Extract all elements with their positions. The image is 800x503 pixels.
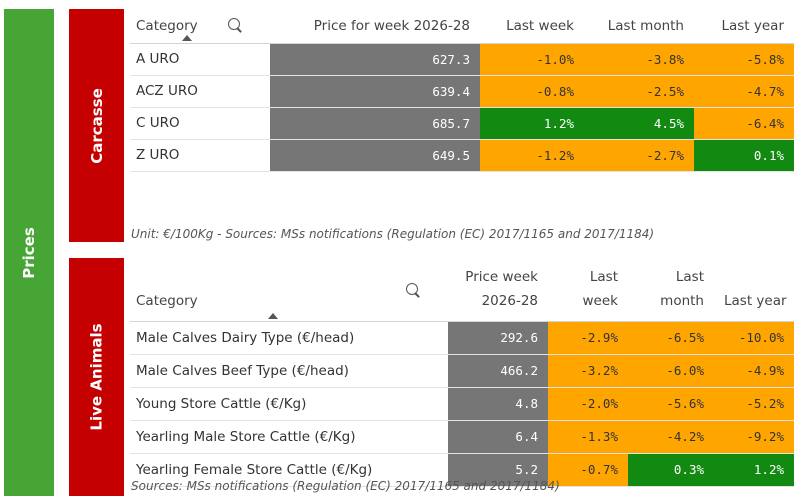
- category-column-header[interactable]: Category: [130, 258, 448, 322]
- category-cell: Young Store Cattle (€/Kg): [130, 387, 448, 421]
- table-row[interactable]: ACZ URO 639.4 -0.8% -2.5% -4.7%: [130, 75, 794, 108]
- last-year-cell: 0.1%: [694, 139, 794, 172]
- table-row[interactable]: A URO 627.3 -1.0% -3.8% -5.8%: [130, 43, 794, 76]
- category-column-header[interactable]: Category: [130, 9, 270, 44]
- search-icon[interactable]: [228, 18, 240, 30]
- category-cell: ACZ URO: [130, 75, 270, 108]
- last-year-header-label: Last year: [724, 292, 787, 309]
- last-week-cell: -1.3%: [548, 420, 628, 454]
- category-cell: Male Calves Beef Type (€/head): [130, 354, 448, 388]
- price-header-line-1: Price week: [465, 269, 538, 286]
- last-month-cell: -4.2%: [628, 420, 714, 454]
- table-row[interactable]: Z URO 649.5 -1.2% -2.7% 0.1%: [130, 139, 794, 172]
- live-animals-section-label: Live Animals: [69, 258, 124, 496]
- last-month-cell: -5.6%: [628, 387, 714, 421]
- carcasse-section-label: Carcasse: [69, 9, 124, 242]
- category-cell: Z URO: [130, 139, 270, 172]
- live-animals-price-table: Category Price week 2026-28 Last week La…: [130, 258, 794, 487]
- last-week-cell: -0.8%: [480, 75, 584, 108]
- price-cell: 4.8: [448, 387, 548, 421]
- category-cell: C URO: [130, 107, 270, 140]
- last-year-cell: -5.8%: [694, 43, 794, 76]
- price-cell: 5.2: [448, 453, 548, 487]
- last-year-cell: 1.2%: [714, 453, 794, 487]
- last-week-cell: -3.2%: [548, 354, 628, 388]
- last-year-cell: -10.0%: [714, 321, 794, 355]
- last-month-column-header[interactable]: Last month: [584, 9, 694, 44]
- last-month-header-line-1: Last: [675, 269, 704, 286]
- price-cell: 685.7: [270, 107, 480, 140]
- carcasse-footnote: Unit: €/100Kg - Sources: MSs notificatio…: [131, 227, 655, 241]
- last-year-cell: -6.4%: [694, 107, 794, 140]
- last-week-cell: -0.7%: [548, 453, 628, 487]
- price-cell: 639.4: [270, 75, 480, 108]
- price-cell: 6.4: [448, 420, 548, 454]
- last-month-cell: -6.0%: [628, 354, 714, 388]
- prices-section-label: Prices: [4, 9, 54, 496]
- sort-ascending-icon: [182, 34, 192, 41]
- last-month-cell: -3.8%: [584, 43, 694, 76]
- prices-label: Prices: [20, 226, 38, 279]
- last-year-cell: -4.9%: [714, 354, 794, 388]
- price-cell: 627.3: [270, 43, 480, 76]
- sort-ascending-icon: [268, 312, 278, 319]
- table-row[interactable]: C URO 685.7 1.2% 4.5% -6.4%: [130, 107, 794, 140]
- last-year-column-header[interactable]: Last year: [714, 258, 794, 322]
- search-icon[interactable]: [406, 283, 418, 295]
- last-month-cell: -2.7%: [584, 139, 694, 172]
- live-animals-footnote: Sources: MSs notifications (Regulation (…: [131, 479, 560, 493]
- last-month-cell: -6.5%: [628, 321, 714, 355]
- live-animals-label: Live Animals: [87, 323, 106, 431]
- last-week-column-header[interactable]: Last week: [480, 9, 584, 44]
- last-week-cell: -1.0%: [480, 43, 584, 76]
- last-year-column-header[interactable]: Last year: [694, 9, 794, 44]
- price-cell: 649.5: [270, 139, 480, 172]
- live-animals-header-row: Category Price week 2026-28 Last week La…: [130, 258, 794, 322]
- carcasse-price-table: Category Price for week 2026-28 Last wee…: [130, 9, 794, 172]
- price-header-line-2: 2026-28: [481, 293, 538, 310]
- last-week-cell: -2.0%: [548, 387, 628, 421]
- last-year-cell: -9.2%: [714, 420, 794, 454]
- table-row[interactable]: Male Calves Dairy Type (€/head) 292.6 -2…: [130, 321, 794, 355]
- last-week-cell: -2.9%: [548, 321, 628, 355]
- category-cell: Yearling Male Store Cattle (€/Kg): [130, 420, 448, 454]
- price-cell: 466.2: [448, 354, 548, 388]
- price-column-header[interactable]: Price week 2026-28: [448, 258, 548, 322]
- price-column-header[interactable]: Price for week 2026-28: [270, 9, 480, 44]
- last-week-column-header[interactable]: Last week: [548, 258, 628, 322]
- last-year-cell: -4.7%: [694, 75, 794, 108]
- table-row[interactable]: Yearling Male Store Cattle (€/Kg) 6.4 -1…: [130, 420, 794, 454]
- last-month-cell: 4.5%: [584, 107, 694, 140]
- price-cell: 292.6: [448, 321, 548, 355]
- last-week-header-line-2: week: [582, 293, 618, 310]
- last-week-cell: 1.2%: [480, 107, 584, 140]
- category-header-label: Category: [136, 292, 198, 309]
- carcasse-label: Carcasse: [87, 87, 106, 164]
- last-year-cell: -5.2%: [714, 387, 794, 421]
- last-month-cell: 0.3%: [628, 453, 714, 487]
- table-row[interactable]: Young Store Cattle (€/Kg) 4.8 -2.0% -5.6…: [130, 387, 794, 421]
- last-month-column-header[interactable]: Last month: [628, 258, 714, 322]
- last-month-cell: -2.5%: [584, 75, 694, 108]
- category-cell: Male Calves Dairy Type (€/head): [130, 321, 448, 355]
- table-row[interactable]: Yearling Female Store Cattle (€/Kg) 5.2 …: [130, 453, 794, 487]
- last-week-header-line-1: Last: [589, 269, 618, 286]
- category-cell: A URO: [130, 43, 270, 76]
- category-header-label: Category: [136, 17, 198, 34]
- last-week-cell: -1.2%: [480, 139, 584, 172]
- table-row[interactable]: Male Calves Beef Type (€/head) 466.2 -3.…: [130, 354, 794, 388]
- carcasse-header-row: Category Price for week 2026-28 Last wee…: [130, 9, 794, 44]
- category-cell: Yearling Female Store Cattle (€/Kg): [130, 453, 448, 487]
- last-month-header-line-2: month: [660, 293, 704, 310]
